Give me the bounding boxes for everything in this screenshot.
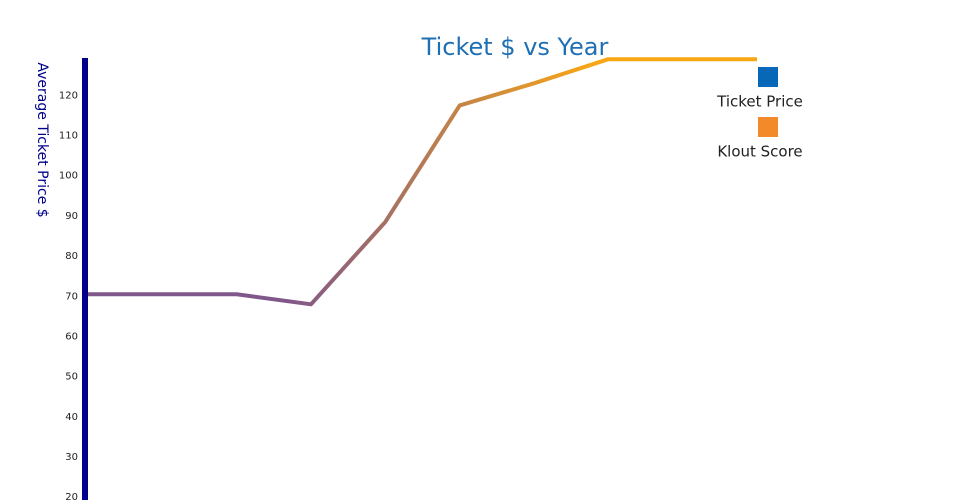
y-tick-label: 80	[65, 251, 78, 262]
line	[88, 57, 757, 307]
y-tick-label: 40	[65, 412, 78, 423]
y-tick-label: 90	[65, 211, 78, 222]
y-tick-label: 50	[65, 372, 78, 383]
y-tick-label: 120	[59, 90, 78, 101]
y-tick-label: 60	[65, 331, 78, 342]
legend-swatch	[758, 67, 778, 87]
legend-label: Klout Score	[717, 143, 802, 161]
y-tick-label: 70	[65, 291, 78, 302]
y-axis-label: Average Ticket Price $	[34, 62, 50, 217]
legend-label: Ticket Price	[716, 93, 803, 111]
y-tick-label: 20	[65, 492, 78, 500]
chart-title: Ticket $ vs Year	[421, 33, 609, 61]
y-tick-label: 100	[59, 171, 78, 182]
legend-swatch	[758, 117, 778, 137]
y-tick-label: 110	[59, 131, 78, 142]
y-tick-label: 30	[65, 452, 78, 463]
